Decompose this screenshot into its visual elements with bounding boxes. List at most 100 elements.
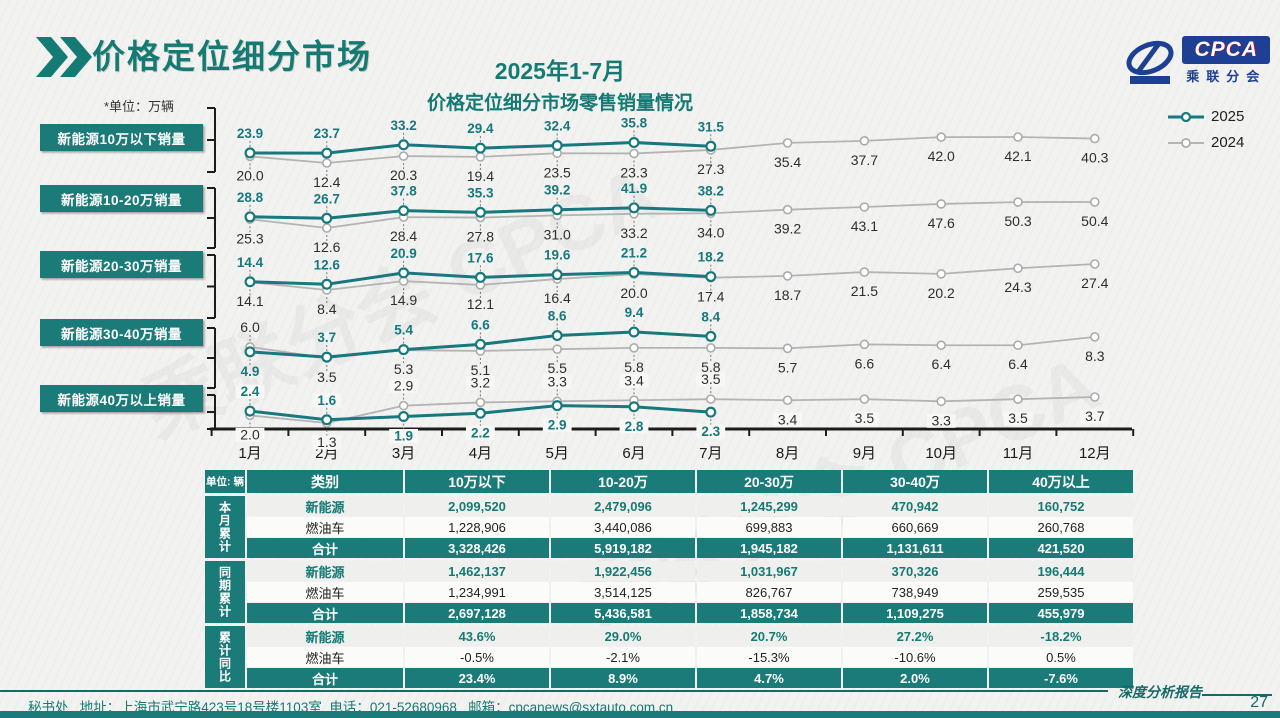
data-label: 21.5 bbox=[851, 283, 878, 299]
table-cell: 2,479,096 bbox=[551, 496, 695, 516]
footer-divider bbox=[0, 690, 1108, 692]
data-label: 41.9 bbox=[621, 181, 647, 196]
data-label: 12.6 bbox=[314, 257, 341, 272]
summary-table: 单位: 辆 类别 10万以下 10-20万 20-30万 30-40万 40万以… bbox=[205, 470, 1135, 688]
table-cell: 20.7% bbox=[697, 626, 841, 646]
data-label: 2.9 bbox=[548, 418, 567, 433]
table-header-row: 单位: 辆 类别 10万以下 10-20万 20-30万 30-40万 40万以… bbox=[205, 470, 1135, 493]
table-group: 累计同比 新能源 43.6% 29.0% 20.7% 27.2% -18.2% 燃油车 -0.5… bbox=[205, 626, 1135, 688]
data-label: 18.2 bbox=[698, 250, 724, 265]
column-header: 40万以上 bbox=[989, 470, 1133, 493]
data-label: 1.3 bbox=[317, 434, 337, 450]
data-label: 20.3 bbox=[390, 167, 417, 183]
data-label: 6.0 bbox=[240, 319, 260, 335]
cpca-swoosh-icon bbox=[1127, 40, 1174, 84]
data-label: 6.4 bbox=[1008, 356, 1028, 372]
data-label: 3.7 bbox=[1085, 408, 1105, 424]
column-header: 20-30万 bbox=[697, 470, 841, 493]
table-cell: 1,922,456 bbox=[551, 561, 695, 581]
table-cell: 738,949 bbox=[843, 582, 987, 602]
data-label: 24.3 bbox=[1004, 279, 1031, 295]
report-type-label: 深度分析报告 bbox=[1118, 686, 1202, 701]
data-label: 3.2 bbox=[471, 374, 491, 390]
x-axis-label: 8月 bbox=[776, 445, 799, 462]
data-label: 29.4 bbox=[467, 121, 494, 136]
table-cell: 1,109,275 bbox=[843, 603, 987, 623]
summary-table-body: 本月累计 新能源 2,099,520 2,479,096 1,245,299 470,94… bbox=[205, 496, 1135, 688]
data-label: 3.5 bbox=[317, 369, 337, 385]
data-label: 14.1 bbox=[236, 293, 263, 309]
data-label: 50.4 bbox=[1081, 213, 1108, 229]
category-box-under-100k: 新能源10万以下销量 bbox=[40, 124, 203, 151]
data-label: 5.8 bbox=[701, 359, 721, 375]
data-label: 20.2 bbox=[928, 285, 955, 301]
data-label: 27.4 bbox=[1081, 275, 1108, 291]
data-label: 27.3 bbox=[697, 161, 724, 177]
column-header: 10万以下 bbox=[405, 470, 549, 493]
data-label: 42.1 bbox=[1004, 148, 1031, 164]
data-label: 12.6 bbox=[313, 239, 340, 255]
table-cell: 826,767 bbox=[697, 582, 841, 602]
data-label: 2.8 bbox=[625, 419, 644, 434]
legend-marker-2025-icon bbox=[1168, 111, 1204, 122]
table-cell: 699,883 bbox=[697, 517, 841, 537]
data-label: 2.2 bbox=[471, 425, 490, 440]
data-label: 8.6 bbox=[548, 309, 567, 324]
data-label: 3.5 bbox=[701, 371, 721, 387]
table-row-label: 合计 bbox=[247, 538, 403, 558]
data-label: 35.4 bbox=[774, 154, 801, 170]
data-label: 6.6 bbox=[855, 355, 875, 371]
table-cell: 1,858,734 bbox=[697, 603, 841, 623]
column-header: 类别 bbox=[247, 470, 403, 493]
data-label: 8.4 bbox=[317, 301, 337, 317]
table-cell: 660,669 bbox=[843, 517, 987, 537]
cpca-logo: CPCA 乘联分会 bbox=[1124, 36, 1270, 86]
data-label: 3.5 bbox=[855, 410, 875, 426]
category-box-100k-200k: 新能源10-20万销量 bbox=[40, 185, 203, 212]
data-label: 5.7 bbox=[778, 359, 798, 375]
data-label: 34.0 bbox=[697, 224, 724, 240]
data-label: 23.9 bbox=[237, 126, 263, 141]
table-cell: 470,942 bbox=[843, 496, 987, 516]
table-cell: 455,979 bbox=[989, 603, 1133, 623]
data-label: 23.3 bbox=[620, 164, 647, 180]
data-label: 5.1 bbox=[471, 362, 491, 378]
column-header: 10-20万 bbox=[551, 470, 695, 493]
x-axis-label: 1月 bbox=[238, 445, 261, 462]
data-label: 40.3 bbox=[1081, 150, 1108, 166]
data-label: 50.3 bbox=[1004, 213, 1031, 229]
data-label: 6.6 bbox=[471, 317, 490, 332]
table-cell: 0.5% bbox=[989, 647, 1133, 667]
x-axis-label: 3月 bbox=[392, 445, 415, 462]
data-label: 35.8 bbox=[621, 116, 648, 131]
category-box-over-400k: 新能源40万以上销量 bbox=[40, 385, 203, 412]
table-cell: 259,535 bbox=[989, 582, 1133, 602]
legend-label: 2024 bbox=[1211, 134, 1245, 151]
table-group-label: 同期累计 bbox=[205, 561, 245, 623]
data-label: 39.2 bbox=[544, 183, 570, 198]
x-axis-label: 10月 bbox=[925, 445, 957, 462]
chart-legend: 2025 2024 bbox=[1168, 108, 1244, 151]
page-number: 27 bbox=[1250, 694, 1268, 711]
data-label: 25.3 bbox=[236, 230, 263, 246]
table-cell: 370,326 bbox=[843, 561, 987, 581]
data-label: 31.0 bbox=[544, 226, 571, 242]
table-cell: 3,514,125 bbox=[551, 582, 695, 602]
table-cell: 1,131,611 bbox=[843, 538, 987, 558]
data-label: 35.3 bbox=[467, 185, 494, 200]
data-label: 28.4 bbox=[390, 228, 417, 244]
legend-item-2024: 2024 bbox=[1168, 134, 1244, 151]
data-label: 8.4 bbox=[701, 309, 720, 324]
data-label: 2.0 bbox=[240, 426, 260, 442]
data-label: 6.4 bbox=[931, 356, 951, 372]
data-label: 14.4 bbox=[237, 255, 264, 270]
x-axis-label: 7月 bbox=[699, 445, 722, 462]
data-label: 33.2 bbox=[620, 225, 647, 241]
data-label: 3.7 bbox=[317, 330, 336, 345]
x-axis-label: 6月 bbox=[622, 445, 645, 462]
data-label: 5.5 bbox=[547, 360, 567, 376]
data-label: 1.9 bbox=[394, 429, 413, 444]
category-box-200k-300k: 新能源20-30万销量 bbox=[40, 251, 203, 278]
x-axis-label: 4月 bbox=[469, 445, 492, 462]
